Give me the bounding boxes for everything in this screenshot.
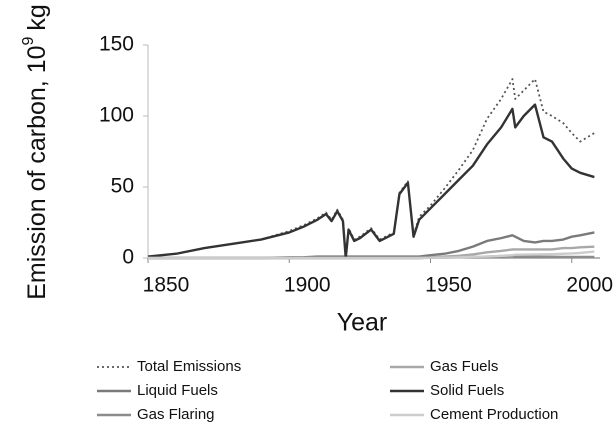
series-line [147,103,595,260]
series-line [148,250,595,260]
y-axis-title: Emission of carbon, 109 kg [20,4,50,300]
legend-label: Cement Production [430,406,558,423]
y-tick-label: 50 [111,175,134,198]
legend-label: Gas Fuels [430,358,498,375]
x-axis-title: Year [337,309,388,337]
x-tick-label: 1950 [425,274,472,297]
legend-label: Solid Fuels [430,382,504,399]
y-tick-label: 150 [99,33,134,56]
y-label-unit: kg [23,4,51,30]
x-tick-label: 1850 [143,274,190,297]
legend-label: Liquid Fuels [137,382,218,399]
x-tick-label: 1900 [284,274,331,297]
legend-label: Gas Flaring [137,406,215,423]
x-tick-label: 2000 [566,274,613,297]
y-tick-label: 100 [99,104,134,127]
y-label-exponent: 9 [20,37,37,46]
y-label-text: Emission of carbon, 10 [23,46,51,300]
y-tick-label: 0 [122,246,134,269]
legend-label: Total Emissions [137,358,241,375]
